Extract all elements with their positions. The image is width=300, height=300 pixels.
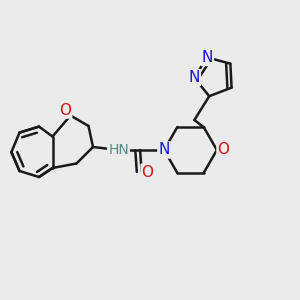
Text: O: O — [218, 142, 230, 158]
Text: N: N — [202, 50, 213, 65]
Text: N: N — [188, 70, 200, 85]
Text: O: O — [142, 165, 154, 180]
Text: HN: HN — [108, 143, 129, 157]
Text: N: N — [158, 142, 170, 158]
Text: O: O — [59, 103, 71, 118]
